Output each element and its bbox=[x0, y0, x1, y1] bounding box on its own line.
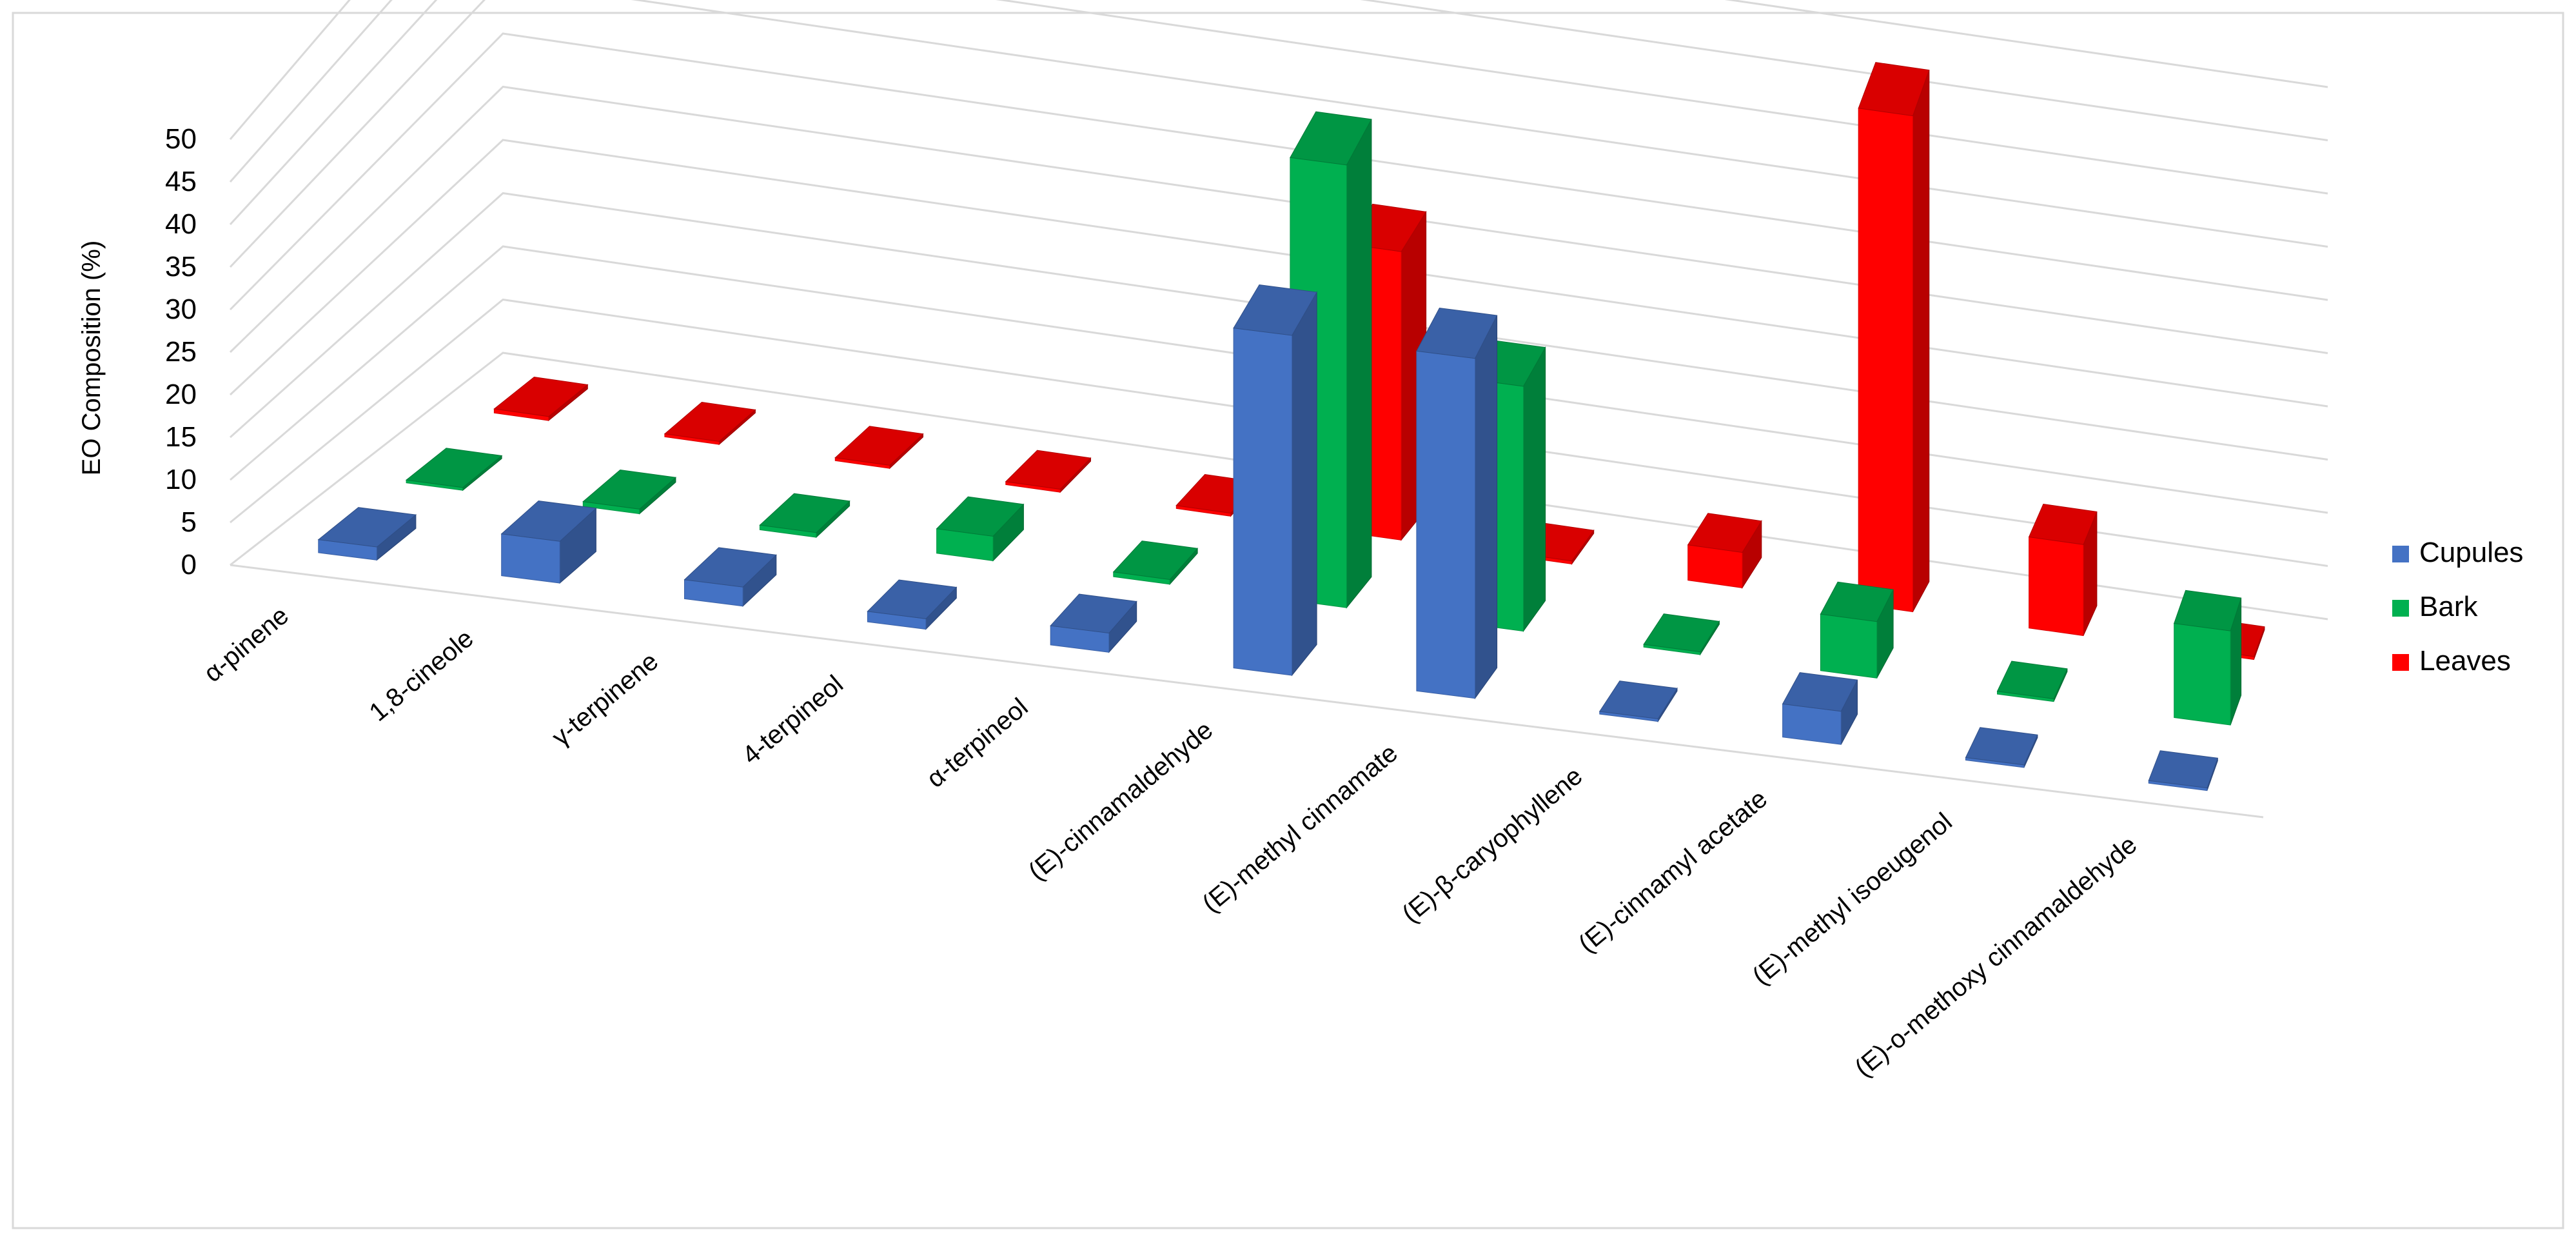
y-tick-label: 45 bbox=[165, 166, 197, 197]
bar-leaves-terpinene bbox=[834, 426, 924, 470]
legend-label-leaves: Leaves bbox=[2419, 645, 2511, 677]
gridline-25 bbox=[229, 85, 2328, 354]
bar-cupules-e-cinnamyl-acetate bbox=[1782, 672, 1858, 745]
bar-leaves-e-cinnamyl-acetate bbox=[1858, 62, 1930, 613]
y-tick-label: 0 bbox=[181, 549, 197, 581]
gridline-40 bbox=[229, 0, 2328, 226]
bar-cupules-terpinene bbox=[683, 547, 777, 607]
bar-bark-e-o-methoxy-cinnamaldehyde bbox=[2174, 590, 2242, 726]
y-tick-label: 50 bbox=[165, 123, 197, 155]
legend-swatch-cupules bbox=[2392, 546, 2409, 562]
legend-label-bark: Bark bbox=[2419, 591, 2478, 622]
gridline-30 bbox=[229, 32, 2328, 311]
bar-cupules-e-o-methoxy-cinnamaldehyde bbox=[2148, 750, 2218, 791]
y-tick-label: 30 bbox=[165, 293, 197, 325]
legend-label-cupules: Cupules bbox=[2419, 537, 2523, 568]
gridline-5 bbox=[230, 298, 2328, 567]
y-tick-label: 15 bbox=[165, 421, 197, 453]
y-tick-label: 25 bbox=[165, 336, 197, 368]
y-tick-label: 10 bbox=[165, 464, 197, 495]
bar-bark-4-terpineol bbox=[936, 496, 1025, 562]
bar-leaves-e-methyl-isoeugenol bbox=[2028, 503, 2098, 637]
bar-cupules-4-terpineol bbox=[867, 579, 958, 630]
bar-cupules-1-8-cineole bbox=[500, 500, 597, 584]
bar-bark-e-caryophyllene bbox=[1643, 613, 1720, 656]
bar-bark-e-cinnamyl-acetate bbox=[1820, 581, 1894, 679]
gridline-35 bbox=[229, 0, 2328, 268]
y-tick-label: 5 bbox=[181, 506, 197, 538]
gridline-50 bbox=[229, 0, 2328, 140]
legend-swatch-bark bbox=[2392, 600, 2409, 617]
legend: Cupules Bark Leaves bbox=[2392, 537, 2523, 677]
bar-bark-terpinene bbox=[759, 493, 850, 539]
bar-bark-1-8-cineole bbox=[582, 469, 677, 515]
bar-bark-e-methyl-isoeugenol bbox=[1996, 660, 2068, 702]
bar-cupules-terpineol bbox=[1050, 593, 1137, 653]
y-axis-label: EO Composition (%) bbox=[77, 241, 106, 476]
bar-leaves-4-terpineol bbox=[1005, 450, 1092, 493]
bars bbox=[317, 62, 2265, 791]
gridline-10 bbox=[230, 245, 2328, 514]
bar-cupules-e-caryophyllene bbox=[1598, 680, 1678, 723]
bar-cupules-pinene bbox=[317, 507, 417, 561]
y-axis-ticks: 0 5 10 15 20 25 30 35 40 45 50 bbox=[165, 123, 197, 581]
legend-swatch-leaves bbox=[2392, 654, 2409, 671]
bar-leaves-e-caryophyllene bbox=[1687, 513, 1762, 590]
bar-bark-pinene bbox=[405, 448, 503, 491]
bar-leaves-1-8-cineole bbox=[664, 401, 756, 446]
gridline-45 bbox=[229, 0, 2328, 183]
bar-cupules-e-cinnamaldehyde bbox=[1233, 284, 1317, 677]
bar-cupules-e-methyl-isoeugenol bbox=[1965, 727, 2038, 768]
y-tick-label: 40 bbox=[165, 208, 197, 240]
floor-front-edge bbox=[230, 564, 2264, 819]
gridline-15 bbox=[229, 192, 2328, 461]
bar-cupules-e-methyl-cinnamate bbox=[1416, 307, 1498, 700]
y-tick-label: 20 bbox=[165, 379, 197, 410]
bar-bark-terpineol bbox=[1112, 541, 1199, 586]
gridline-20 bbox=[229, 139, 2328, 408]
bar-leaves-pinene bbox=[493, 376, 589, 422]
y-tick-label: 35 bbox=[165, 251, 197, 283]
